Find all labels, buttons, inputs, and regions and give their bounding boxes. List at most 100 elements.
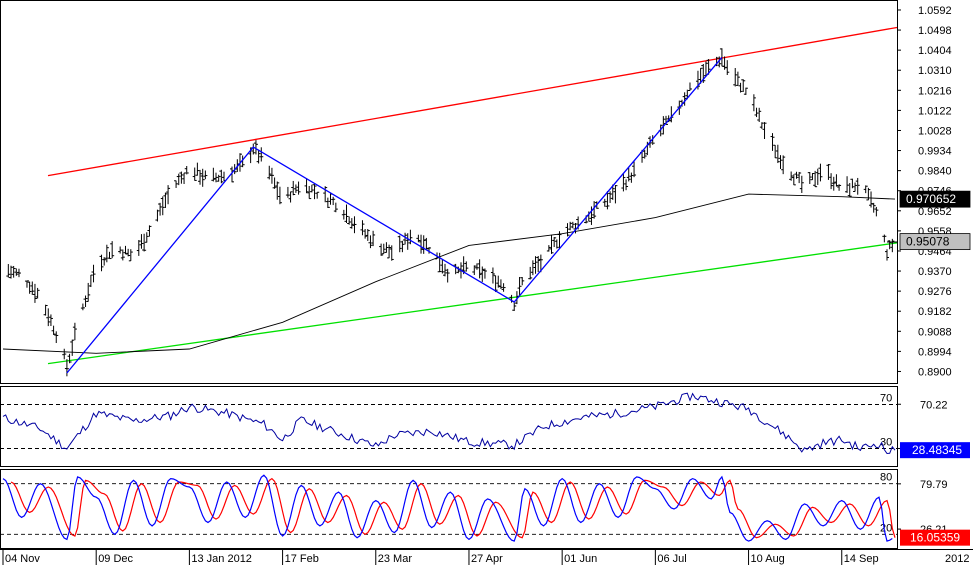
ohlc-bar — [312, 184, 317, 200]
price-y-tick-label: 0.9652 — [918, 206, 952, 218]
ohlc-bar — [530, 260, 535, 276]
ohlc-bar — [219, 169, 224, 184]
rsi-value-text: 28.48345 — [912, 443, 962, 457]
ohlc-bar — [538, 254, 543, 273]
ohlc-bar — [11, 265, 16, 278]
upper-channel-line — [47, 26, 898, 177]
ohlc-bar — [352, 216, 357, 234]
ohlc-bar — [613, 185, 618, 204]
ohlc-bar — [120, 249, 125, 261]
ohlc-bar — [754, 107, 759, 118]
ohlc-bar — [259, 147, 264, 162]
ohlc-bar — [512, 302, 517, 312]
ohlc-bar — [621, 173, 626, 192]
price-y-tick-label: 0.9182 — [918, 306, 952, 318]
ohlc-bar — [8, 265, 13, 279]
price-y-tick-label: 0.9370 — [918, 266, 952, 278]
ohlc-bar — [869, 191, 874, 208]
ohlc-bar — [773, 144, 778, 159]
ohlc-bar — [608, 191, 613, 203]
ohlc-bar — [144, 232, 149, 243]
ohlc-bar — [490, 267, 495, 284]
ohlc-bar — [174, 180, 179, 188]
date-tick-label: 04 Nov — [5, 553, 40, 565]
ohlc-bar — [770, 133, 775, 151]
ohlc-bar — [14, 268, 19, 276]
axis-end-label: 2012 — [945, 553, 969, 565]
ohlc-bar — [184, 166, 189, 175]
ohlc-bar — [381, 243, 386, 255]
ohlc-bar — [214, 172, 219, 183]
ohlc-bar — [661, 116, 666, 135]
ohlc-bar — [427, 247, 432, 254]
ohlc-bar — [791, 174, 796, 186]
ohlc-bar — [296, 181, 301, 195]
ohlc-bar — [349, 218, 354, 229]
ohlc-bar — [554, 239, 559, 249]
ohlc-bar — [371, 230, 376, 247]
ohlc-bar — [83, 295, 88, 307]
ohlc-bar — [517, 276, 522, 296]
price-y-tick-label: 0.8994 — [918, 346, 952, 358]
ohlc-bar — [477, 259, 482, 279]
ohlc-bar — [810, 173, 815, 181]
ohlc-bar — [403, 232, 408, 245]
ohlc-bar — [762, 122, 767, 139]
ohlc-bar — [831, 176, 836, 191]
ohlc-bar — [570, 221, 575, 229]
ohlc-bar — [267, 165, 272, 180]
ohlc-bar — [80, 303, 85, 311]
price-y-tick-label: 0.8900 — [918, 366, 952, 378]
ohlc-bar — [815, 168, 820, 185]
ohlc-bar — [546, 245, 551, 252]
ohlc-bar — [735, 71, 740, 86]
ohlc-bar — [293, 184, 298, 193]
price-label-box — [899, 233, 971, 251]
ohlc-bars — [6, 48, 895, 377]
ohlc-bar — [845, 176, 850, 193]
ohlc-bar — [304, 178, 309, 194]
ohlc-bar — [275, 181, 280, 200]
ohlc-bar — [626, 167, 631, 182]
ohlc-bar — [536, 255, 541, 273]
ohlc-bar — [30, 281, 35, 295]
ohlc-bar — [46, 308, 51, 327]
ohlc-bar — [797, 171, 802, 184]
moving-average-line — [2, 193, 896, 354]
ohlc-bar — [837, 184, 842, 191]
ohlc-bar — [139, 234, 144, 249]
ohlc-bar — [277, 186, 282, 205]
ohlc-bar — [474, 263, 479, 270]
ohlc-bar — [51, 325, 56, 335]
ohlc-bar — [632, 161, 637, 178]
ohlc-bar — [602, 198, 607, 207]
ohlc-bar — [480, 266, 485, 282]
ohlc-bar — [160, 196, 165, 216]
ohlc-bar — [698, 67, 703, 84]
ohlc-bar — [834, 174, 839, 187]
price-y-tick-label: 1.0122 — [918, 105, 952, 117]
ohlc-bar — [365, 228, 370, 241]
ohlc-bar — [437, 252, 442, 273]
ohlc-bar — [733, 68, 738, 87]
stoch-level-label: 80 — [880, 472, 892, 484]
ohlc-bar — [874, 206, 879, 217]
ohlc-bar — [405, 233, 410, 250]
ohlc-bar — [384, 242, 389, 253]
ohlc-bar — [54, 331, 59, 344]
ohlc-bar — [27, 281, 32, 294]
ohlc-bar — [741, 79, 746, 92]
ohlc-bar — [118, 246, 123, 254]
ohlc-bar — [624, 179, 629, 191]
ohlc-bar — [775, 144, 780, 164]
zigzag-line — [66, 56, 723, 374]
stoch-level-label: 20 — [880, 522, 892, 534]
ohlc-bar — [123, 245, 128, 255]
ohlc-bar — [424, 237, 429, 250]
ohlc-bar — [456, 266, 461, 274]
ohlc-bar — [440, 259, 445, 274]
ohlc-bar — [176, 173, 181, 186]
ohlc-bar — [743, 87, 748, 95]
ohlc-bar — [272, 177, 277, 189]
